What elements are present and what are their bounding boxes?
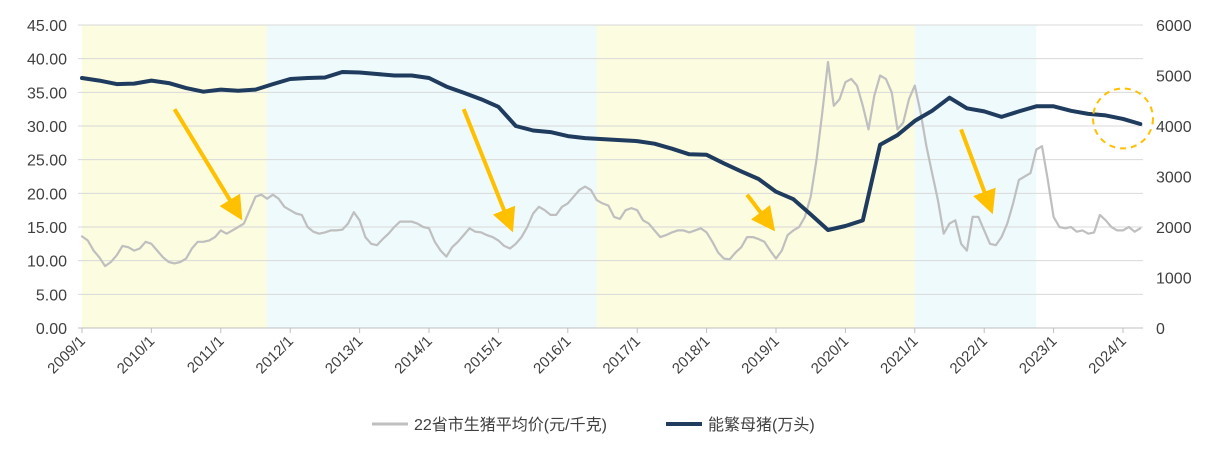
x-tick-label: 2019/1 — [738, 333, 782, 377]
shaded-periods — [82, 25, 1037, 328]
y-right-tick-label: 4000 — [1156, 119, 1192, 136]
series-line-pig-price — [80, 60, 1142, 268]
x-tick-label: 2014/1 — [391, 333, 435, 377]
x-tick-label: 2012/1 — [253, 333, 297, 377]
y-right-tick-label: 5000 — [1156, 69, 1192, 86]
annotation-arrow-4 — [959, 128, 996, 215]
legend-item-breeding-sows-label: 能繁母猪(万头) — [708, 416, 815, 434]
y-left-tick-label: 0.00 — [36, 321, 67, 338]
x-tick-label: 2020/1 — [808, 333, 852, 377]
x-tick-label: 2016/1 — [530, 333, 574, 377]
x-tick-label: 2017/1 — [600, 333, 644, 377]
y-right-tick-label: 0 — [1156, 321, 1165, 338]
x-tick-label: 2013/1 — [322, 333, 366, 377]
annotation-arrow-1 — [172, 108, 243, 221]
y-left-tick-label: 45.00 — [27, 18, 67, 35]
y-right-tick-label: 2000 — [1156, 220, 1192, 237]
y-right-tick-label: 1000 — [1156, 271, 1192, 288]
y-left-tick-label: 20.00 — [27, 186, 67, 203]
y-left-tick-label: 25.00 — [27, 153, 67, 170]
y-right-tick-label: 6000 — [1156, 18, 1192, 35]
x-tick-label: 2009/1 — [44, 333, 88, 377]
y-left-tick-label: 40.00 — [27, 52, 67, 69]
y-left-tick-label: 30.00 — [27, 119, 67, 136]
series-line-breeding-sows — [80, 70, 1143, 232]
annotation-dashed-circle — [1092, 87, 1154, 150]
x-tick-label: 2021/1 — [877, 333, 921, 377]
y-axis-right: 0 1000 2000 3000 4000 5000 6000 — [1156, 18, 1192, 338]
shaded-period-4 — [914, 25, 1037, 328]
x-tick-label: 2023/1 — [1016, 333, 1060, 377]
y-axis-left: 0.00 5.00 10.00 15.00 20.00 25.00 30.00 35.00 40… — [27, 18, 67, 338]
y-left-tick-label: 15.00 — [27, 220, 67, 237]
x-tick-label: 2022/1 — [947, 333, 991, 377]
x-tick-label: 2011/1 — [184, 333, 228, 377]
x-axis: 2009/1 2010/1 2011/1 2012/1 2013/1 2014/1 2015… — [44, 327, 1143, 377]
y-right-tick-label: 3000 — [1156, 170, 1192, 187]
x-tick-label: 2024/1 — [1085, 333, 1129, 377]
annotations — [172, 87, 1154, 233]
y-left-tick-label: 10.00 — [27, 254, 67, 271]
series-lines — [80, 60, 1143, 268]
x-tick-label: 2018/1 — [669, 333, 713, 377]
gridlines — [78, 24, 1143, 329]
annotation-arrow-2 — [461, 108, 516, 233]
y-left-tick-label: 35.00 — [27, 85, 67, 102]
legend-item-pig-price-label: 22省市生猪平均价(元/千克) — [414, 416, 607, 434]
shaded-period-1 — [82, 25, 268, 328]
annotation-arrow-3 — [745, 193, 776, 232]
shaded-period-2 — [267, 25, 597, 328]
x-tick-label: 2015/1 — [461, 333, 505, 377]
x-tick-label: 2010/1 — [114, 333, 158, 377]
legend: 22省市生猪平均价(元/千克) 能繁母猪(万头) — [372, 416, 815, 434]
y-left-tick-label: 5.00 — [36, 287, 67, 304]
